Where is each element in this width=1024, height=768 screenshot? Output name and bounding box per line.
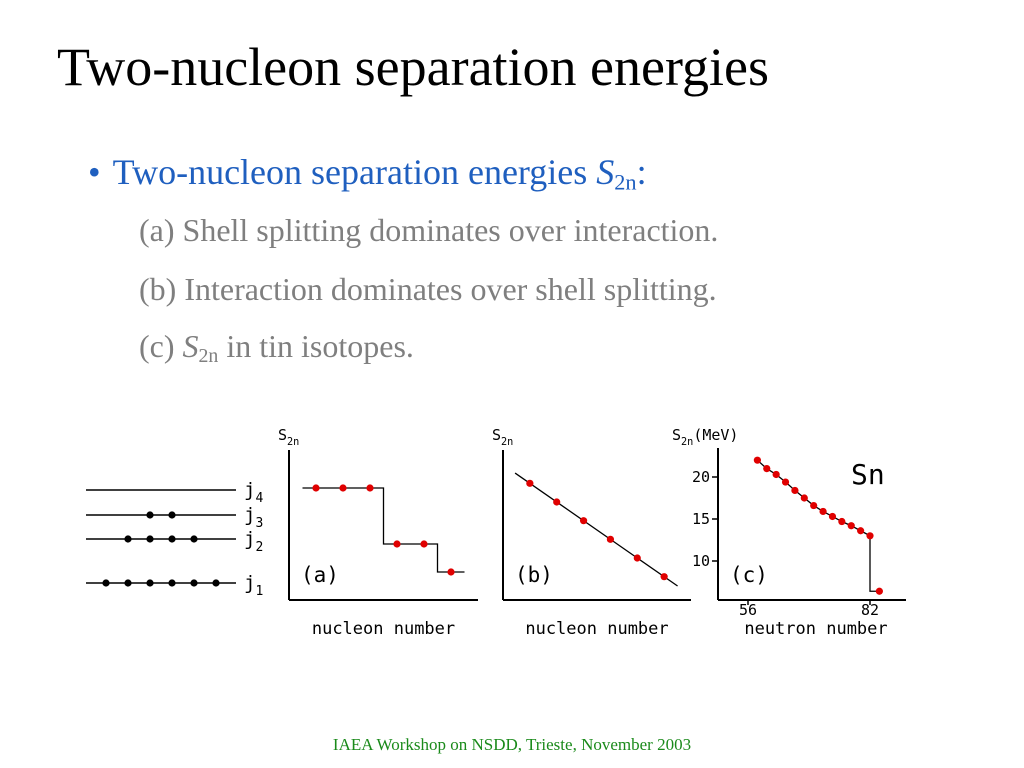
particle-dot	[124, 579, 132, 587]
x-axis-label-2: nucleon number	[525, 619, 668, 639]
data-point	[447, 568, 455, 576]
level-label-1: j4	[244, 479, 263, 506]
bullet-dot: •	[88, 152, 101, 192]
level-label-main: j	[244, 504, 255, 526]
main-bullet: • Two-nucleon separation energies S2n:	[88, 151, 647, 196]
y-axis-label-3-sub: 2n	[681, 437, 693, 448]
subitem-c: (c) S2n in tin isotopes.	[139, 328, 414, 368]
data-point	[633, 554, 641, 562]
y-tick-label: 10	[692, 552, 710, 570]
y-tick-label: 15	[692, 510, 710, 528]
data-point	[772, 470, 780, 479]
particle-dot	[102, 579, 110, 587]
y-axis-label-3-unit: (MeV)	[693, 426, 738, 444]
data-point	[781, 478, 790, 486]
particle-dot	[146, 511, 154, 519]
y-axis-label-1: S2n	[278, 426, 299, 448]
particle-dot	[168, 535, 176, 543]
x-axis-label-3: neutron number	[744, 619, 887, 639]
level-label-sub: 2	[255, 540, 263, 555]
y-axis-label-3: S2n(MeV)	[672, 426, 738, 448]
data-point	[606, 535, 615, 543]
subitem-b: (b) Interaction dominates over shell spl…	[139, 271, 717, 307]
x-tick-label: 82	[861, 601, 879, 619]
data-point	[753, 456, 761, 464]
data-point	[875, 587, 883, 595]
panel-label-1: (a)	[301, 563, 339, 587]
y-axis-label-2-sub: 2n	[501, 437, 513, 448]
y-axis-label-2-main: S	[492, 426, 501, 444]
particle-dot	[190, 535, 198, 543]
data-point	[866, 532, 874, 540]
level-label-main: j	[244, 479, 255, 501]
data-point	[847, 522, 855, 530]
level-label-2: j3	[244, 504, 263, 531]
particle-dot	[146, 579, 154, 587]
panel-label-2: (b)	[515, 563, 553, 587]
y-axis-label-1-main: S	[278, 426, 287, 444]
x-tick-label: 56	[739, 601, 757, 619]
data-point	[660, 573, 668, 581]
data-point	[800, 494, 808, 502]
data-point	[526, 479, 534, 487]
level-label-4: j1	[244, 572, 263, 599]
data-point	[579, 517, 588, 525]
data-point	[339, 484, 347, 492]
data-point	[838, 517, 846, 526]
subitem-c-subscript: 2n	[198, 344, 219, 367]
data-point	[791, 486, 799, 495]
bullet-symbol: S	[596, 152, 615, 192]
y-tick-label: 20	[692, 468, 710, 486]
data-point	[763, 465, 771, 473]
data-point	[553, 498, 561, 506]
panel-label-3: (c)	[730, 563, 768, 587]
slide-title: Two-nucleon separation energies	[57, 37, 769, 97]
data-point	[420, 540, 428, 548]
particle-dot	[168, 511, 176, 519]
subitem-c-prefix: (c)	[139, 328, 183, 364]
subitem-c-symbol: S	[182, 328, 199, 364]
series-line-1	[302, 487, 465, 573]
bullet-subscript: 2n	[614, 169, 637, 195]
level-label-sub: 1	[255, 584, 263, 599]
bullet-text: Two-nucleon separation energies	[112, 152, 597, 192]
level-label-main: j	[244, 528, 255, 550]
particle-dot	[168, 579, 176, 587]
data-point	[857, 527, 865, 535]
level-label-sub: 4	[255, 491, 263, 506]
series-line-2	[514, 472, 678, 587]
data-point	[828, 512, 837, 521]
subitem-c-suffix: in tin isotopes.	[218, 328, 414, 364]
y-axis-label-3-main: S	[672, 426, 681, 444]
particle-dot	[190, 579, 198, 587]
level-label-3: j2	[244, 528, 263, 555]
particle-dot	[212, 579, 220, 587]
level-label-main: j	[244, 572, 255, 594]
data-point	[810, 501, 818, 510]
subitem-a: (a) Shell splitting dominates over inter…	[139, 212, 719, 248]
y-axis-label-2: S2n	[492, 426, 513, 448]
data-point	[312, 484, 320, 492]
particle-dot	[124, 535, 132, 543]
data-point	[819, 507, 827, 516]
x-axis-label-1: nucleon number	[312, 619, 455, 639]
data-point	[366, 484, 374, 492]
level-label-sub: 3	[255, 516, 263, 531]
bullet-suffix: :	[636, 152, 647, 192]
y-axis-label-1-sub: 2n	[287, 437, 299, 448]
particle-dot	[146, 535, 154, 543]
data-point	[393, 540, 401, 548]
footer-text: IAEA Workshop on NSDD, Trieste, November…	[332, 735, 692, 754]
series-label-sn: Sn	[851, 458, 885, 491]
